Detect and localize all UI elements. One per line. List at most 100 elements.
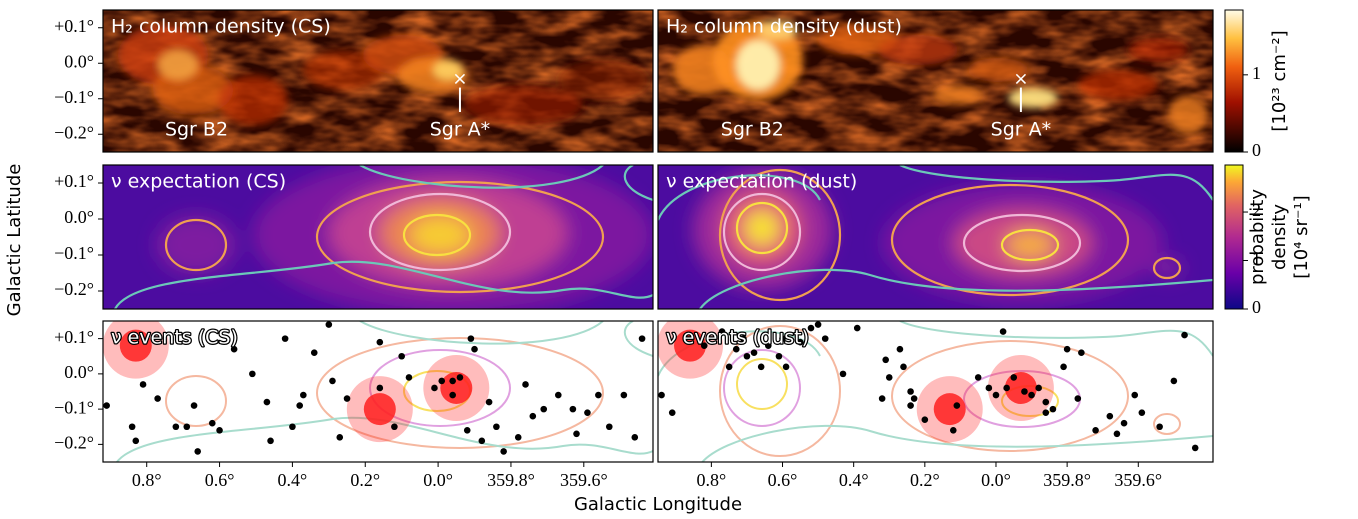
colorbar-label: [10⁴ sr⁻¹] [1291,195,1312,278]
event-point [639,335,646,342]
annotation: Sgr B2 [165,119,228,141]
event-point [726,364,733,371]
colorbar-tick-label: 1 [1252,63,1261,83]
y-tick-label: 0.0° [64,207,94,227]
y-tick-label: −0.2° [54,279,94,299]
x-tick-label: 0.8° [132,470,162,490]
event-point [950,427,957,434]
event-point [1003,385,1010,392]
event-point [922,416,929,423]
colorbar-tick-label: 0 [1252,140,1261,160]
source [364,393,396,425]
marker: × [452,69,467,90]
panel-title: ν events (dust) [666,327,809,349]
panel: ν expectation (CS) [103,155,653,315]
event-point [515,434,522,441]
event-point [1028,392,1035,399]
colorbar-label: density [1269,204,1290,270]
colorbar-label: [10²³ cm⁻²] [1269,30,1290,131]
event-point [1171,378,1178,385]
event-point [183,423,190,430]
event-point [1050,406,1057,413]
y-tick-label: −0.1° [54,397,94,417]
y-tick-label: 0.0° [64,362,94,382]
event-point [486,399,493,406]
event-point [468,335,475,342]
event-point [1060,364,1067,371]
panel-title: ν events (CS) [111,327,238,349]
event-point [886,374,893,381]
panel-title: ν expectation (CS) [111,171,286,193]
heatmap-blob [878,35,958,65]
event-point [522,381,529,388]
heatmap-blob [744,210,780,246]
panel: Sgr B2×Sgr A*H₂ column density (dust) [658,10,1213,152]
heatmap-blob [933,85,983,105]
event-point [457,374,464,381]
source [440,372,472,404]
event-point [744,353,751,360]
event-point [584,409,591,416]
event-point [129,423,136,430]
event-point [658,392,665,399]
event-point [249,371,256,378]
event-point [449,392,456,399]
marker: × [1013,69,1028,90]
event-point [751,349,758,356]
event-point [897,346,904,353]
x-tick-label: 0.6° [768,470,798,490]
event-point [377,385,384,392]
event-point [103,402,110,409]
event-point [431,385,438,392]
event-point [479,438,486,445]
panel: ν expectation (dust) [658,165,1213,309]
heatmap-blob [156,215,236,275]
x-tick-label: 359.8° [487,470,535,490]
event-point [132,438,139,445]
event-point [1042,409,1049,416]
x-tick-label: 0.8° [697,470,727,490]
annotation: Sgr A* [430,119,490,141]
event-point [289,423,296,430]
event-point [900,364,907,371]
heatmap-blob [1008,88,1058,108]
y-tick-label: +0.1° [54,327,94,347]
event-point [300,392,307,399]
event-point [1021,388,1028,395]
panel-title: ν expectation (dust) [666,171,857,193]
event-point [815,321,822,328]
x-tick-label: 0.6° [205,470,235,490]
event-point [296,402,303,409]
colorbar-label: probability [1247,189,1268,285]
event-point [606,423,613,430]
x-tick-label: 359.8° [1043,470,1091,490]
event-point [879,395,886,402]
event-point [882,356,889,363]
event-point [1042,399,1049,406]
event-point [1192,445,1199,452]
heatmap-blob [1168,95,1208,135]
event-point [907,388,914,395]
event-point [1064,346,1071,353]
event-point [911,395,918,402]
event-point [758,364,765,371]
event-point [154,395,161,402]
heatmap-blob [558,60,648,100]
panel: Sgr B2×Sgr A*H₂ column density (CS) [103,10,653,152]
event-point [449,378,456,385]
y-tick-label: −0.1° [54,87,94,107]
event-point [194,448,201,455]
event-point [398,353,405,360]
x-axis-label: Galactic Longitude [574,494,742,515]
y-tick-label: −0.2° [54,122,94,142]
heatmap-blob [1005,230,1055,260]
x-tick-label: 0.4° [839,470,869,490]
event-point [573,431,580,438]
x-tick-label: 0.2° [910,470,940,490]
event-point [595,392,602,399]
event-point [1139,409,1146,416]
event-point [1035,385,1042,392]
event-point [264,399,271,406]
event-point [329,378,336,385]
heatmap-blob [1128,38,1188,62]
